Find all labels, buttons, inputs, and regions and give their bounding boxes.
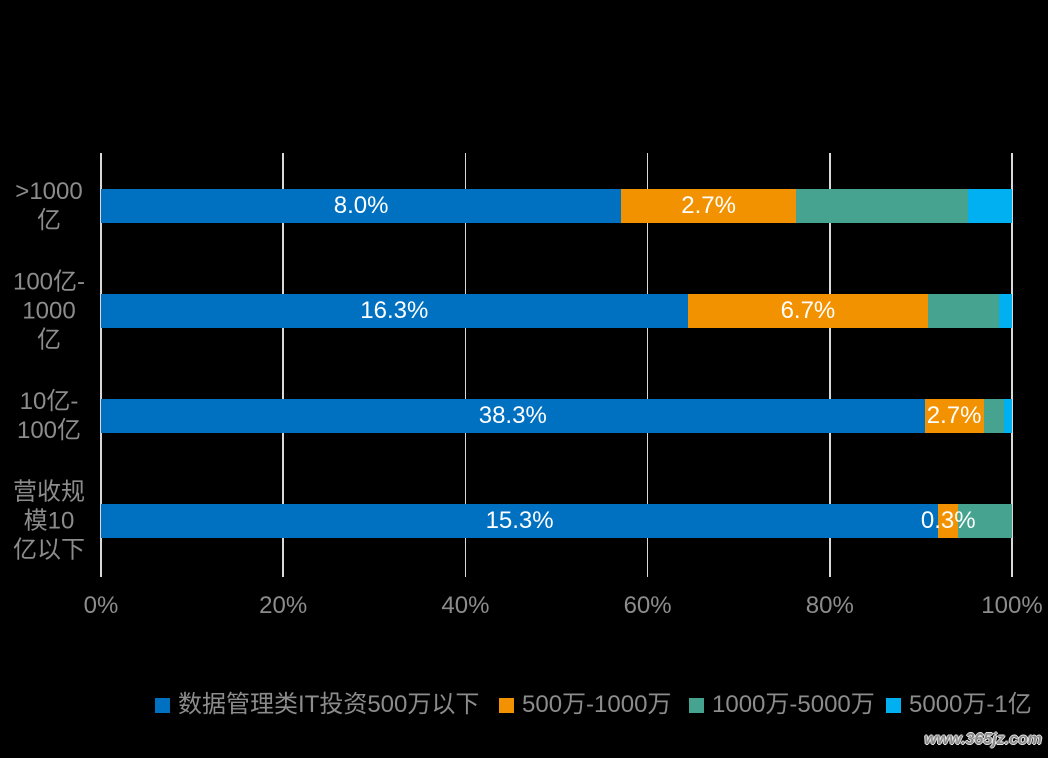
legend-item: 5000万-1亿 <box>886 693 1032 717</box>
legend-item: 500万-1000万 <box>499 693 671 717</box>
x-gridline <box>829 153 831 577</box>
x-tick-label: 20% <box>259 592 308 619</box>
bar-segment <box>928 294 999 328</box>
x-tick-label: 60% <box>623 592 672 619</box>
legend-label: 500万-1000万 <box>522 691 672 718</box>
legend-marker <box>689 697 704 713</box>
x-gridline <box>646 153 649 577</box>
legend-marker <box>499 697 514 713</box>
x-tick-label: 100% <box>981 592 1043 619</box>
bar-segment <box>101 189 621 223</box>
x-tick-label: 0% <box>83 592 119 619</box>
data-label: 2.7% <box>681 191 736 219</box>
legend-item: 1000万-5000万 <box>689 693 875 717</box>
bar-segment <box>688 294 928 328</box>
bar-segment <box>101 504 938 538</box>
bar-segment <box>796 189 968 223</box>
bar-segment <box>938 504 958 538</box>
x-gridline <box>282 153 284 577</box>
x-gridline <box>100 153 102 577</box>
bar-segment <box>984 399 1004 433</box>
x-tick-label: 80% <box>805 592 854 619</box>
legend-label: 1000万-5000万 <box>712 691 875 718</box>
x-tick-label: 40% <box>441 592 490 619</box>
category-label: 10亿- 100亿 <box>16 388 82 445</box>
category-label: 100亿- 1000 亿 <box>12 268 86 354</box>
data-label: 38.3% <box>478 402 547 430</box>
bar-segment <box>101 399 925 433</box>
watermark: www.365jz.com <box>924 731 1042 748</box>
data-label: 0.3% <box>920 507 976 535</box>
category-label: 营收规 模10 亿以下 <box>13 478 85 564</box>
legend-marker <box>886 697 901 713</box>
x-gridline <box>1011 153 1013 577</box>
data-label: 2.7% <box>926 402 982 430</box>
bar-segment <box>999 294 1012 328</box>
legend-label: 5000万-1亿 <box>909 691 1032 718</box>
data-label: 8.0% <box>333 191 389 219</box>
data-label: 15.3% <box>485 507 554 535</box>
data-label: 6.7% <box>780 296 836 324</box>
legend-item: 数据管理类IT投资500万以下 <box>155 693 479 717</box>
legend-marker <box>155 697 170 713</box>
bar-segment <box>958 504 1012 538</box>
bar-segment <box>925 399 984 433</box>
legend-label: 数据管理类IT投资500万以下 <box>178 691 480 718</box>
bar-segment <box>968 189 1012 223</box>
bar-segment <box>101 294 688 328</box>
data-label: 16.3% <box>360 296 429 324</box>
bar-segment <box>621 189 796 223</box>
category-label: >1000 亿 <box>15 177 83 234</box>
x-gridline <box>464 153 467 577</box>
bar-segment <box>1004 399 1012 433</box>
